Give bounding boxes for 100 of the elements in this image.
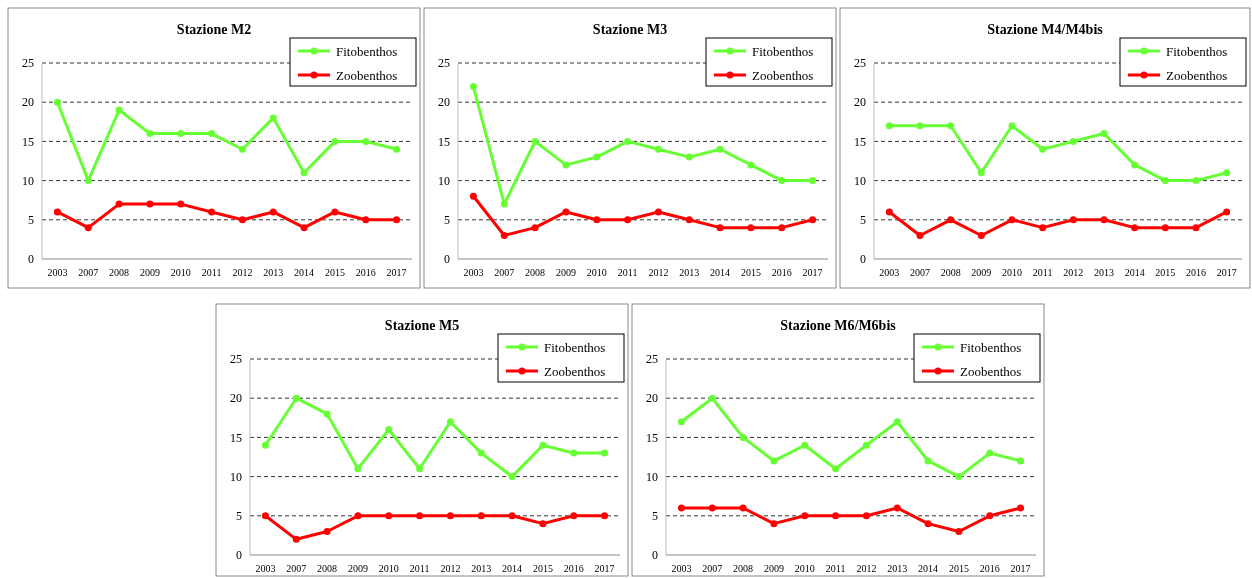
y-tick-label: 0 xyxy=(236,548,242,563)
point xyxy=(269,208,277,216)
x-tick-label: 2014 xyxy=(294,267,315,278)
point xyxy=(115,106,123,114)
point xyxy=(323,527,331,535)
y-tick-label: 25 xyxy=(438,56,450,71)
point xyxy=(562,161,570,169)
point xyxy=(624,137,632,145)
point xyxy=(601,512,609,520)
x-tick-label: 2011 xyxy=(825,563,846,574)
point xyxy=(1131,161,1139,169)
point xyxy=(801,441,809,449)
y-tick-label: 10 xyxy=(438,173,450,188)
legend-label: Zoobenthos xyxy=(960,363,1022,379)
point xyxy=(84,177,92,185)
point xyxy=(624,216,632,224)
x-tick-label: 2013 xyxy=(887,563,908,574)
point xyxy=(893,418,901,426)
legend-label: Fitobenthos xyxy=(752,43,814,59)
chart-title: Stazione M2 xyxy=(176,22,252,37)
point xyxy=(446,512,454,520)
y-tick-label: 5 xyxy=(860,213,866,227)
point xyxy=(238,216,246,224)
point xyxy=(832,465,840,473)
legend-label: Fitobenthos xyxy=(960,339,1022,355)
point xyxy=(177,200,185,208)
y-tick-label: 15 xyxy=(438,134,450,149)
point xyxy=(177,130,185,138)
y-tick-label: 10 xyxy=(22,173,34,188)
y-tick-label: 0 xyxy=(444,252,450,267)
point xyxy=(1192,177,1200,185)
y-tick-label: 5 xyxy=(236,509,242,523)
point xyxy=(986,512,994,520)
x-tick-label: 2012 xyxy=(232,267,253,278)
x-tick-label: 2010 xyxy=(378,563,399,574)
x-tick-label: 2010 xyxy=(586,267,607,278)
x-tick-label: 2011 xyxy=(1032,267,1053,278)
x-tick-label: 2008 xyxy=(733,563,754,574)
point xyxy=(292,535,300,543)
legend-label: Fitobenthos xyxy=(336,43,398,59)
point xyxy=(539,520,547,528)
point xyxy=(955,473,963,481)
legend-label: Fitobenthos xyxy=(544,339,606,355)
point xyxy=(977,231,985,239)
legend-label: Zoobenthos xyxy=(752,67,814,83)
point xyxy=(716,145,724,153)
point xyxy=(1161,177,1169,185)
x-tick-label: 2017 xyxy=(802,267,823,278)
x-tick-label: 2014 xyxy=(502,563,523,574)
x-tick-label: 2003 xyxy=(463,267,484,278)
x-tick-label: 2016 xyxy=(979,563,1000,574)
y-tick-label: 10 xyxy=(854,173,866,188)
point xyxy=(53,98,61,106)
x-tick-label: 2017 xyxy=(1010,563,1031,574)
point xyxy=(385,512,393,520)
x-tick-label: 2009 xyxy=(763,563,784,574)
x-tick-label: 2012 xyxy=(440,563,461,574)
y-tick-label: 0 xyxy=(860,252,866,267)
x-tick-label: 2009 xyxy=(555,267,576,278)
point xyxy=(146,200,154,208)
point xyxy=(323,410,331,418)
point xyxy=(916,122,924,130)
x-tick-label: 2009 xyxy=(347,563,368,574)
point xyxy=(508,512,516,520)
point xyxy=(469,83,477,91)
y-tick-label: 20 xyxy=(646,391,658,406)
point xyxy=(832,512,840,520)
x-tick-label: 2014 xyxy=(918,563,939,574)
point xyxy=(1039,145,1047,153)
point xyxy=(53,208,61,216)
point xyxy=(685,153,693,161)
point xyxy=(446,418,454,426)
y-tick-label: 20 xyxy=(230,391,242,406)
y-tick-label: 25 xyxy=(22,56,34,71)
legend-label: Zoobenthos xyxy=(336,67,398,83)
point xyxy=(809,216,817,224)
point xyxy=(261,441,269,449)
x-tick-label: 2013 xyxy=(679,267,700,278)
legend-label: Fitobenthos xyxy=(1166,43,1228,59)
point xyxy=(500,231,508,239)
point xyxy=(739,433,747,441)
y-tick-label: 10 xyxy=(646,469,658,484)
x-tick-label: 2016 xyxy=(1186,267,1206,278)
point xyxy=(654,145,662,153)
point xyxy=(1100,216,1108,224)
x-tick-label: 2012 xyxy=(856,563,877,574)
point xyxy=(1223,208,1231,216)
point xyxy=(770,457,778,465)
point xyxy=(531,224,539,232)
x-tick-label: 2011 xyxy=(201,267,222,278)
point xyxy=(1039,224,1047,232)
point xyxy=(208,208,216,216)
y-tick-label: 10 xyxy=(230,469,242,484)
x-tick-label: 2003 xyxy=(671,563,692,574)
point xyxy=(770,520,778,528)
y-tick-label: 25 xyxy=(230,352,242,367)
point xyxy=(393,145,401,153)
x-tick-label: 2003 xyxy=(879,267,900,278)
x-tick-label: 2014 xyxy=(1124,267,1145,278)
point xyxy=(531,137,539,145)
